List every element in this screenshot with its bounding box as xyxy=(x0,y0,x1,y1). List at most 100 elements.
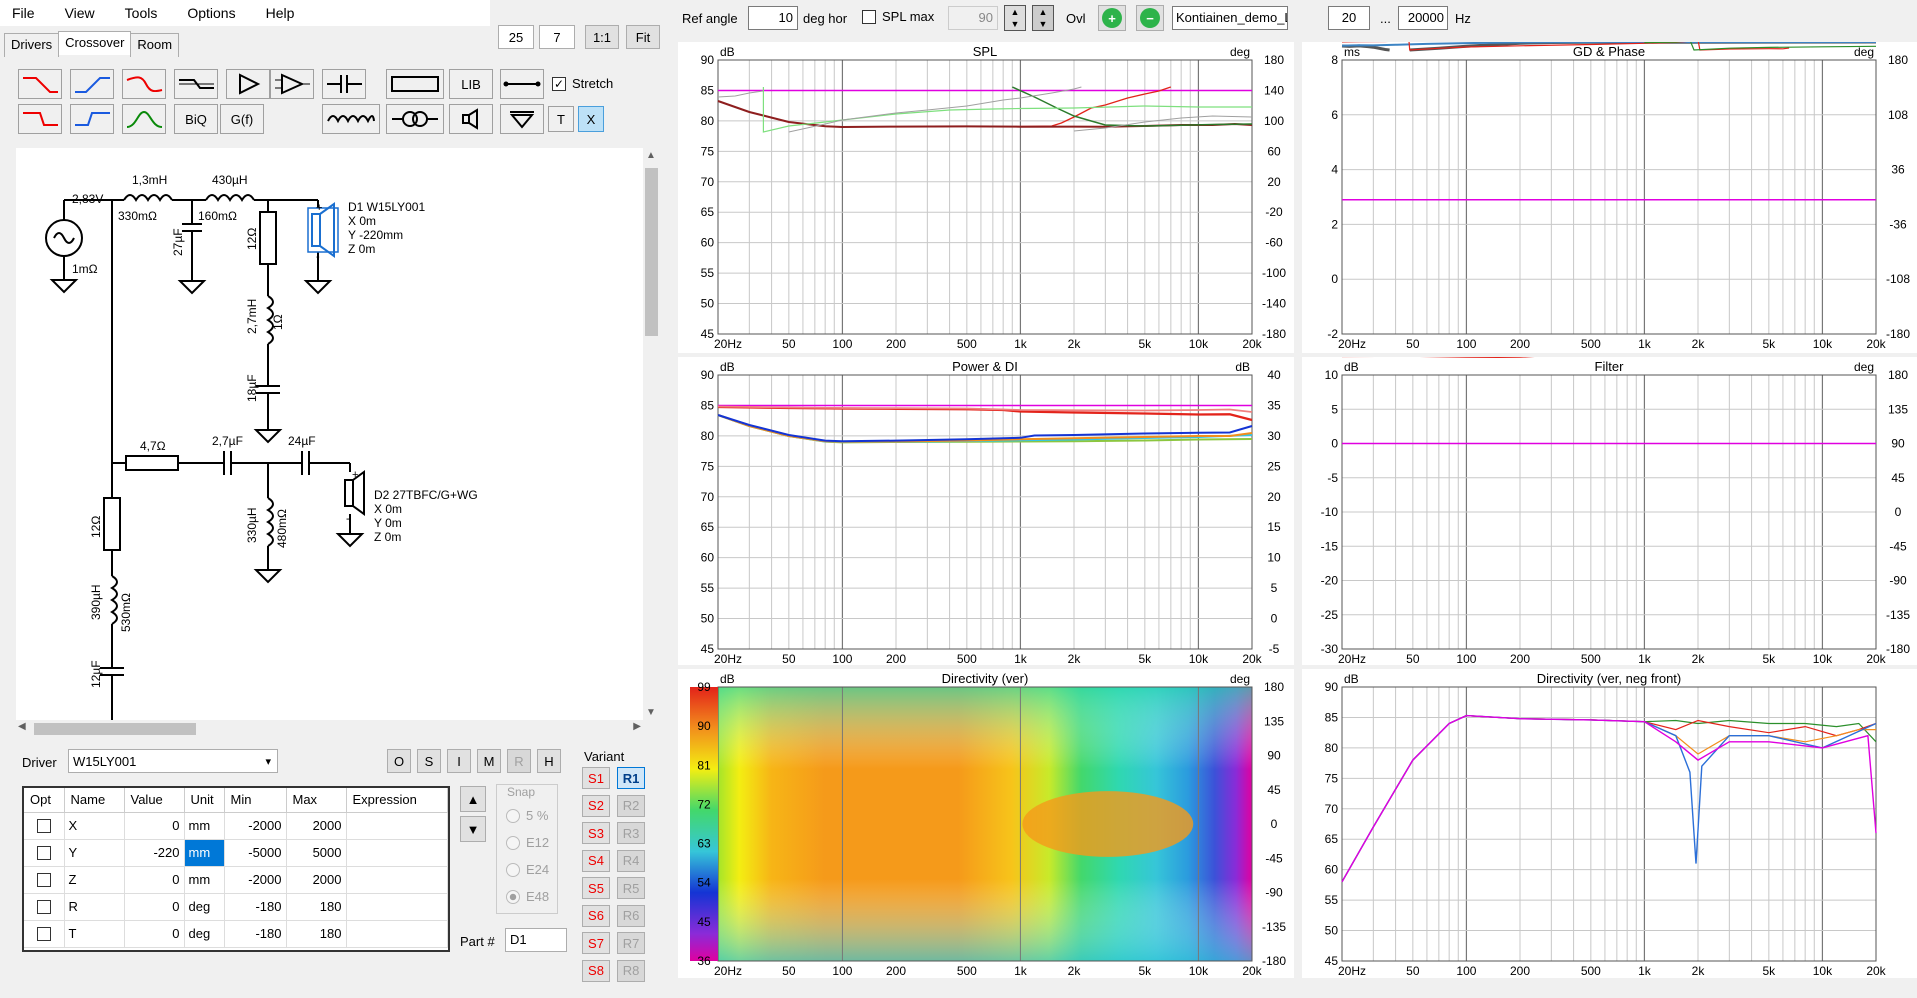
variant-r2-button[interactable]: R2 xyxy=(617,794,645,817)
tab-room[interactable]: Room xyxy=(130,33,180,57)
notch-tool-button[interactable] xyxy=(174,69,218,99)
variant-s1-button[interactable]: S1 xyxy=(582,767,610,789)
opt-checkbox[interactable] xyxy=(36,846,51,861)
menu-view[interactable]: View xyxy=(64,5,95,21)
zoom-b-input[interactable]: 7 xyxy=(539,25,575,49)
table-row[interactable]: Y -220 mm -5000 5000 xyxy=(24,839,448,867)
opamp-tool-button[interactable] xyxy=(270,69,314,99)
variant-s8-button[interactable]: S8 xyxy=(582,959,610,982)
vertical-scroll-thumb[interactable] xyxy=(645,168,658,336)
scroll-right-icon[interactable]: ▶ xyxy=(633,721,641,732)
driver-select[interactable]: W15LY001 ▾ xyxy=(68,749,278,773)
highpass2-tool-button[interactable] xyxy=(70,104,114,134)
ground-tool-button[interactable] xyxy=(500,104,544,134)
resistor-tool-button[interactable] xyxy=(386,69,444,99)
variant-s5-button[interactable]: S5 xyxy=(582,877,610,899)
zoom-fit-button[interactable]: Fit xyxy=(626,25,660,49)
freq-high-input[interactable]: 20000 xyxy=(1398,6,1448,30)
zoom-1to1-button[interactable]: 1:1 xyxy=(585,25,619,49)
scroll-left-icon[interactable]: ◀ xyxy=(18,721,26,732)
lib-button[interactable]: LIB xyxy=(449,69,493,99)
wire-tool-button[interactable] xyxy=(500,69,544,99)
variant-r3-button[interactable]: R3 xyxy=(617,822,645,844)
o-button[interactable]: O xyxy=(387,749,411,773)
table-row[interactable]: T 0 deg -180 180 xyxy=(24,920,448,948)
variant-r6-button[interactable]: R6 xyxy=(617,904,645,927)
lowpass-shelf-tool-button[interactable] xyxy=(122,69,166,99)
table-row[interactable]: X 0 mm -2000 2000 xyxy=(24,812,448,840)
m-button[interactable]: M xyxy=(477,749,501,773)
opt-checkbox[interactable] xyxy=(36,819,51,834)
tab-crossover[interactable]: Crossover xyxy=(58,31,132,55)
variant-s4-button[interactable]: S4 xyxy=(582,849,610,872)
capacitor-tool-button[interactable] xyxy=(322,69,366,99)
variant-s6-button[interactable]: S6 xyxy=(582,904,610,927)
opt-checkbox[interactable] xyxy=(36,900,51,915)
s-button[interactable]: S xyxy=(417,749,441,773)
zoom-a-input[interactable]: 25 xyxy=(498,25,534,49)
tab-drivers[interactable]: Drivers xyxy=(4,33,60,57)
freq-low-input[interactable]: 20 xyxy=(1328,6,1370,30)
variant-r4-button[interactable]: R4 xyxy=(617,849,645,872)
move-up-button[interactable]: ▲ xyxy=(460,786,486,812)
schematic-canvas[interactable]: + - + - 2,83V 1mΩ 1,3mH 330mΩ 430µH 160m… xyxy=(16,148,643,720)
spl-max-range-button[interactable]: ▲ ▼ xyxy=(1032,5,1054,31)
variant-s7-button[interactable]: S7 xyxy=(582,932,610,954)
biq-button[interactable]: BiQ xyxy=(174,104,218,134)
menu-options[interactable]: Options xyxy=(187,5,236,21)
table-row[interactable]: R 0 deg -180 180 xyxy=(24,893,448,921)
scroll-down-icon[interactable]: ▼ xyxy=(646,707,656,718)
h-button[interactable]: H xyxy=(537,749,561,773)
snap-e24-radio[interactable]: E24 xyxy=(506,862,549,877)
filter-chart[interactable]: Filter dB deg 10 5 0 -5 -10 -15 -20 -25 -30 180 135 90… xyxy=(1302,357,1917,665)
lowpass-tool-button[interactable] xyxy=(18,69,62,99)
t-button[interactable]: T xyxy=(548,106,574,132)
directivity-neg-front-chart[interactable]: Directivity (ver, neg front) dB 90 85 80 75 70… xyxy=(1302,669,1917,978)
part-input[interactable]: D1 xyxy=(505,928,567,952)
opt-checkbox[interactable] xyxy=(36,873,51,888)
i-button[interactable]: I xyxy=(447,749,471,773)
bandpass-tool-button[interactable] xyxy=(122,104,166,134)
gf-button[interactable]: G(f) xyxy=(220,104,264,134)
highpass-tool-button[interactable] xyxy=(70,69,114,99)
overlay-add-button[interactable]: + xyxy=(1098,5,1126,31)
horizontal-scroll-thumb[interactable] xyxy=(34,723,196,735)
spl-max-input[interactable]: 90 xyxy=(948,6,998,30)
variant-r8-button[interactable]: R8 xyxy=(617,959,645,982)
transformer-tool-button[interactable] xyxy=(386,104,444,134)
directivity-ver-chart[interactable]: Directivity (ver) dB deg 99 90 81 72 63 54 45 36 18… xyxy=(678,669,1294,978)
snap-e12-radio[interactable]: E12 xyxy=(506,835,549,850)
lowpass2-tool-button[interactable] xyxy=(18,104,62,134)
schematic-vertical-scrollbar[interactable]: ▲ ▼ xyxy=(643,148,660,720)
project-name-input[interactable]: Kontiainen_demo_LR4_ xyxy=(1172,6,1288,30)
table-row[interactable]: Z 0 mm -2000 2000 xyxy=(24,866,448,894)
variant-s2-button[interactable]: S2 xyxy=(582,794,610,817)
scroll-up-icon[interactable]: ▲ xyxy=(646,150,656,161)
r-button[interactable]: R xyxy=(507,749,531,773)
snap-e48-radio[interactable]: E48 xyxy=(506,889,549,904)
schematic-horizontal-scrollbar[interactable]: ◀ ▶ xyxy=(16,720,643,738)
menu-file[interactable]: File xyxy=(12,5,35,21)
snap-5pct-radio[interactable]: 5 % xyxy=(506,808,548,823)
variant-s3-button[interactable]: S3 xyxy=(582,822,610,844)
variant-r7-button[interactable]: R7 xyxy=(617,932,645,954)
ref-angle-input[interactable]: 10 xyxy=(748,6,798,30)
variant-r5-button[interactable]: R5 xyxy=(617,877,645,899)
inductor-tool-button[interactable] xyxy=(322,104,380,134)
buffer-tool-button[interactable] xyxy=(226,69,270,99)
menu-tools[interactable]: Tools xyxy=(124,5,158,21)
variant-r1-button[interactable]: R1 xyxy=(617,767,645,789)
power-di-chart[interactable]: Power & DI dB dB 90 85 80 75 70 65 60 55 50 45 40 35 30… xyxy=(678,357,1294,665)
driver1-speaker-icon[interactable] xyxy=(307,202,339,258)
x-button[interactable]: X xyxy=(578,106,604,132)
gd-phase-chart[interactable]: GD & Phase ms deg 8 6 4 2 0 -2 180 108 36 -36 -108 -18… xyxy=(1302,42,1917,353)
spl-chart[interactable]: SPL dB deg 90 85 80 75 70 65 60 55 50 45 180 140 100 60 2… xyxy=(678,42,1294,353)
stretch-checkbox[interactable]: ✓ Stretch xyxy=(552,76,614,91)
opt-checkbox[interactable] xyxy=(36,927,51,942)
move-down-button[interactable]: ▼ xyxy=(460,816,486,842)
spl-max-checkbox[interactable]: SPL max xyxy=(862,9,934,24)
overlay-remove-button[interactable]: − xyxy=(1136,5,1164,31)
driver2-speaker-icon[interactable] xyxy=(344,470,365,516)
speaker-tool-button[interactable] xyxy=(449,104,493,134)
menu-help[interactable]: Help xyxy=(265,5,295,21)
